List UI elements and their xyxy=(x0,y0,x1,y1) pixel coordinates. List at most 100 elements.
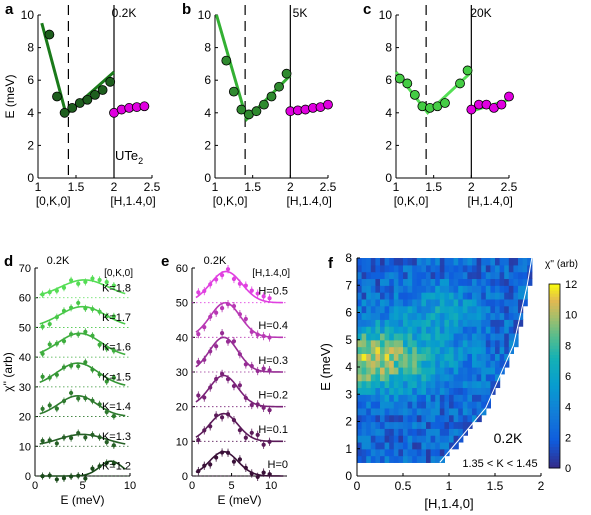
heatmap-cell xyxy=(393,353,399,361)
colorbar-tick-label: 8 xyxy=(565,340,571,352)
data-point xyxy=(243,316,248,322)
heatmap-cell xyxy=(439,448,445,457)
heatmap-cell xyxy=(384,278,390,286)
heatmap-cell xyxy=(462,387,468,395)
heatmap-cell xyxy=(416,435,422,443)
data-point xyxy=(40,374,45,379)
heatmap-cell xyxy=(366,387,372,395)
heatmap-cell xyxy=(462,353,468,361)
heatmap-cell xyxy=(499,339,505,348)
heatmap-cell xyxy=(357,394,363,402)
heatmap-cell xyxy=(407,441,413,450)
colorbar-segment xyxy=(549,428,560,432)
heatmap-cell xyxy=(393,401,399,409)
heatmap-cell xyxy=(389,271,395,280)
heatmap-cell xyxy=(439,271,445,280)
x-tick-label: 2.5 xyxy=(144,180,161,194)
heatmap-cell xyxy=(495,258,501,266)
heatmap-cell xyxy=(380,373,386,382)
heatmap-cell xyxy=(412,353,418,361)
heatmap-cell xyxy=(426,367,432,375)
x-label-right: [H,1.4,0] xyxy=(467,194,512,208)
heatmap-cell xyxy=(389,312,395,320)
heatmap-cell xyxy=(462,312,468,320)
heatmap-cell xyxy=(527,258,533,266)
colorbar-segment xyxy=(549,425,560,429)
heatmap-cell xyxy=(495,346,501,354)
heatmap-cell xyxy=(375,367,381,375)
heatmap-cell xyxy=(508,264,514,273)
heatmap-cell xyxy=(444,401,450,409)
heatmap-cell xyxy=(361,401,367,409)
x-tick-label: 1.5 xyxy=(244,180,261,194)
heatmap-cell xyxy=(426,285,432,293)
heatmap-cell xyxy=(416,387,422,395)
heatmap-cell xyxy=(389,305,395,314)
series-label: H=0.4 xyxy=(258,320,288,332)
heatmap-cell xyxy=(389,292,395,300)
heatmap-cell xyxy=(518,278,524,286)
kinematic-edge xyxy=(439,257,533,463)
heatmap-cell xyxy=(453,407,459,416)
heatmap-cell xyxy=(421,271,427,280)
heatmap-cell xyxy=(393,455,399,463)
heatmap-cell xyxy=(361,387,367,395)
heatmap-cell xyxy=(453,387,459,395)
data-point xyxy=(90,89,100,100)
data-point xyxy=(76,281,81,286)
heatmap-cell xyxy=(370,353,376,361)
heatmap-cell xyxy=(499,346,505,354)
heatmap-cell xyxy=(398,312,404,320)
heatmap-cell xyxy=(366,339,372,348)
heatmap-cell xyxy=(421,360,427,368)
x-tick-label: 10 xyxy=(124,480,136,492)
heatmap-cell xyxy=(389,285,395,293)
heatmap-cell xyxy=(426,278,432,286)
y-tick-label: 10 xyxy=(19,441,31,453)
heatmap-cell xyxy=(361,407,367,416)
data-point xyxy=(83,279,88,285)
data-point xyxy=(243,395,248,401)
heatmap-cell xyxy=(449,278,455,286)
heatmap-cell xyxy=(366,271,372,280)
series-label: H=0.5 xyxy=(258,286,288,298)
data-point xyxy=(111,348,116,353)
heatmap-cell xyxy=(430,305,436,314)
heatmap-cell xyxy=(472,271,478,280)
data-point xyxy=(76,430,81,436)
heatmap-cell xyxy=(366,421,372,429)
data-point xyxy=(111,461,116,466)
data-point xyxy=(219,273,225,278)
heatmap-cell xyxy=(472,394,478,402)
heatmap-cell xyxy=(416,448,422,457)
heatmap-cell xyxy=(449,394,455,402)
heatmap-cell xyxy=(357,305,363,314)
heatmap-cell xyxy=(384,298,390,307)
panel-letter: c xyxy=(363,1,371,18)
heatmap-cell xyxy=(357,435,363,443)
heatmap-cell xyxy=(398,258,404,266)
heatmap-cell xyxy=(444,428,450,436)
heatmap-cell xyxy=(513,264,519,273)
heatmap-cell xyxy=(357,319,363,327)
heatmap-cell xyxy=(361,455,367,463)
heatmap-cell xyxy=(430,435,436,443)
heatmap-cell xyxy=(453,360,459,368)
heatmap-cell xyxy=(361,380,367,389)
colorbar-segment xyxy=(549,449,560,454)
heatmap-cell xyxy=(472,312,478,320)
heatmap-cell xyxy=(435,428,441,436)
heatmap-cell xyxy=(375,428,381,436)
heatmap-cell xyxy=(435,339,441,348)
heatmap-cell xyxy=(412,264,418,273)
heatmap-cell xyxy=(403,319,409,327)
colorbar-segment xyxy=(549,287,560,291)
heatmap-cell xyxy=(370,407,376,416)
heatmap-cell xyxy=(449,264,455,273)
y-tick-label: 10 xyxy=(379,8,393,22)
data-point xyxy=(214,277,219,282)
heatmap-cell xyxy=(412,298,418,307)
heatmap-cell xyxy=(504,305,510,314)
heatmap-cell xyxy=(453,414,459,423)
heatmap-cell xyxy=(508,312,514,320)
